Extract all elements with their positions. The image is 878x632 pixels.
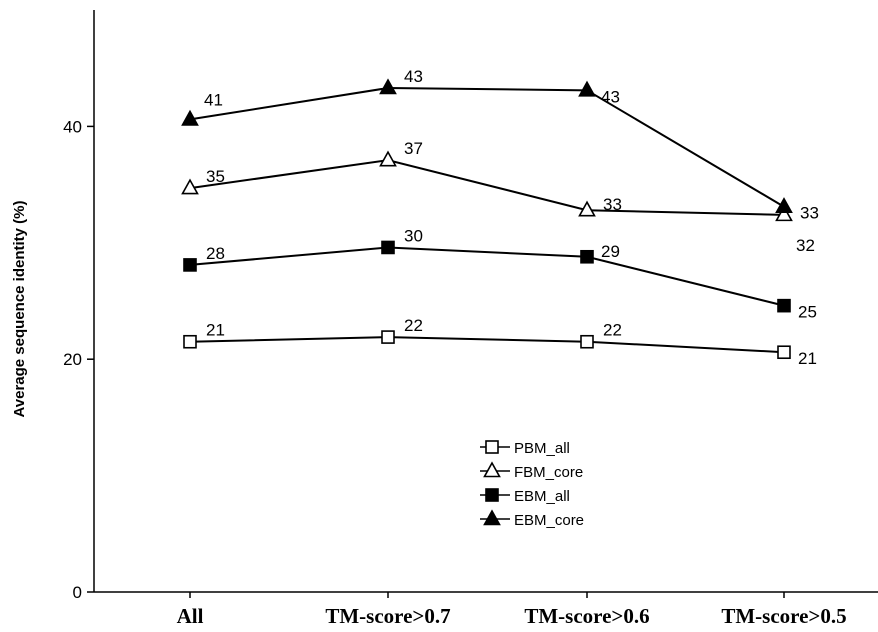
data-label-ebm-core: 43: [404, 67, 423, 86]
series-ebm-core: [181, 78, 793, 214]
data-label-fbm-core: 35: [206, 167, 225, 186]
data-label-fbm-core: 33: [603, 195, 622, 214]
data-point-fbm-core: [379, 150, 397, 167]
data-label-ebm-core: 41: [204, 90, 223, 109]
data-label-ebm-all: 28: [206, 244, 225, 263]
series-line-pbm-all: [189, 336, 785, 354]
series-line-fbm-core: [189, 159, 785, 216]
data-label-fbm-core: 32: [796, 236, 815, 255]
series-line-ebm-all: [189, 246, 785, 307]
data-point-fbm-core: [775, 205, 793, 222]
data-point-ebm-all: [183, 258, 197, 272]
data-label-fbm-core: 37: [404, 139, 423, 158]
series-fbm-core: [181, 150, 793, 222]
data-point-ebm-all: [381, 240, 395, 255]
data-label-ebm-core: 33: [800, 204, 819, 223]
legend-label: EBM_all: [514, 488, 570, 505]
legend-item-ebm-core: EBM_core: [480, 509, 584, 529]
series-pbm-all: [183, 330, 791, 360]
data-label-pbm-all: 22: [404, 316, 423, 335]
legend-label: EBM_core: [514, 512, 584, 529]
legend-label: PBM_all: [514, 440, 570, 457]
data-point-pbm-all: [580, 334, 594, 349]
data-label-ebm-core: 43: [601, 87, 620, 106]
data-point-pbm-all: [381, 330, 395, 344]
y-tick-label: 20: [63, 350, 82, 369]
data-point-ebm-core: [379, 78, 397, 95]
series-line-ebm-core: [189, 86, 785, 208]
x-tick-label: All: [177, 604, 204, 628]
data-label-ebm-all: 29: [601, 242, 620, 261]
legend-marker-fbm-core: [483, 461, 501, 478]
legend-marker-ebm-core: [483, 509, 501, 526]
data-point-ebm-core: [775, 197, 793, 214]
data-label-pbm-all: 21: [206, 321, 225, 340]
data-point-fbm-core: [181, 178, 199, 195]
y-tick-label: 0: [73, 583, 82, 602]
data-label-ebm-all: 30: [404, 226, 423, 245]
data-point-ebm-core: [181, 109, 199, 126]
y-tick-label: 40: [63, 117, 82, 136]
data-point-ebm-all: [580, 249, 594, 264]
legend-label: FBM_core: [514, 464, 583, 481]
data-label-pbm-all: 22: [603, 321, 622, 340]
legend-item-ebm-all: EBM_all: [480, 488, 570, 505]
legend-item-pbm-all: PBM_all: [480, 440, 570, 457]
series-ebm-all: [183, 240, 791, 313]
x-tick-label: TM-score>0.7: [325, 604, 450, 628]
data-label-ebm-all: 25: [798, 303, 817, 322]
data-point-pbm-all: [183, 334, 197, 349]
legend-marker-pbm-all: [485, 440, 499, 454]
data-point-ebm-all: [777, 298, 791, 313]
data-point-pbm-all: [777, 345, 791, 360]
data-point-fbm-core: [578, 200, 596, 217]
legend-item-fbm-core: FBM_core: [480, 461, 583, 481]
x-tick-label: TM-score>0.6: [524, 604, 649, 628]
legend: PBM_all FBM_core EBM_all EBM_core: [480, 440, 584, 529]
data-labels: 21 22 22 21 35 37 33 32 28 30 29 25 41 43 43 33: [204, 67, 819, 368]
y-axis-title: Average sequence identity (%): [11, 200, 28, 417]
x-tick-label: TM-score>0.5: [721, 604, 846, 628]
data-point-ebm-core: [578, 80, 596, 97]
legend-marker-ebm-all: [485, 488, 499, 502]
axes: 0 20 40 All TM-score>0.7 TM-score>0.6 TM-score…: [11, 10, 878, 628]
series-layer: [181, 78, 793, 360]
data-label-pbm-all: 21: [798, 349, 817, 368]
